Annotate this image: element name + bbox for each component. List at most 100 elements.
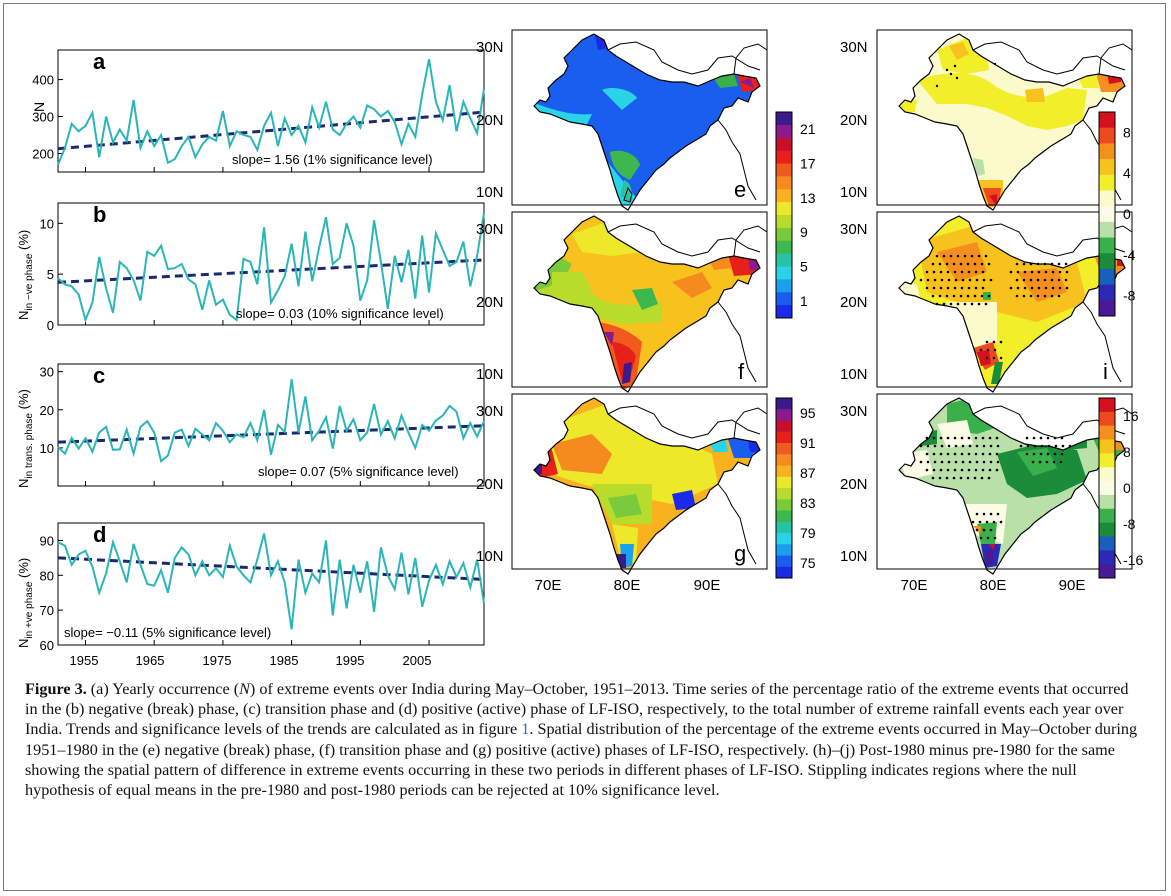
colorbar-label: -8 xyxy=(1123,516,1136,532)
stipple-dot xyxy=(988,452,992,456)
stipple-dot xyxy=(995,468,999,472)
colorbar-label: 5 xyxy=(800,259,808,275)
stipple-dot xyxy=(940,460,944,464)
stipple-dot xyxy=(939,468,943,472)
stipple-dot xyxy=(973,294,977,298)
stipple-dot xyxy=(1033,444,1037,448)
stipple-dot xyxy=(1045,460,1049,464)
stipple-dot xyxy=(935,254,939,258)
stipple-dot xyxy=(1029,278,1033,282)
colorbar-label: 91 xyxy=(800,435,816,451)
panel-a-trend-line xyxy=(57,110,485,151)
stipple-dot xyxy=(989,460,993,464)
stipple-dot xyxy=(940,444,944,448)
stipple-dot xyxy=(970,302,974,306)
stipple-dot xyxy=(954,278,958,282)
stipple-dot xyxy=(995,436,999,440)
stipple-dot xyxy=(1037,286,1041,290)
stipple-dot xyxy=(989,278,993,282)
colorbar-h-i: 8 4 0 -4 -8 xyxy=(1098,111,1136,317)
colorbar-swatch xyxy=(776,499,792,511)
stipple-dot xyxy=(966,262,970,266)
figure-caption: Figure 3. (a) Yearly occurrence (N) of e… xyxy=(25,679,1145,800)
panel-a-timeseries: a N 200 300 400 slope= 1.56 (1% significan… xyxy=(31,49,485,173)
panel-c-label: c xyxy=(93,363,105,388)
map-panel-h: h xyxy=(876,29,1133,211)
stipple-dot xyxy=(1016,286,1020,290)
stipple-dot xyxy=(1023,286,1027,290)
stipple-dot xyxy=(933,278,937,282)
stipple-dot xyxy=(933,460,937,464)
stipple-dot xyxy=(1029,294,1033,298)
y-tick-label: 300 xyxy=(32,110,54,125)
caption-figure-link[interactable]: 1 xyxy=(521,720,530,739)
colorbar-swatch xyxy=(776,150,792,164)
stipple-dot xyxy=(1019,444,1023,448)
stipple-dot xyxy=(1030,286,1034,290)
stipple-dot xyxy=(987,294,991,298)
stipple-dot xyxy=(1046,436,1050,440)
map-label-e: e xyxy=(734,177,746,202)
colorbar-swatch xyxy=(1099,190,1115,207)
stipple-dot xyxy=(993,536,997,540)
stipple-dot xyxy=(931,262,935,266)
stipple-dot xyxy=(979,536,983,540)
colorbar-swatch xyxy=(1099,268,1115,286)
colorbar-frame xyxy=(1098,397,1116,579)
stipple-dot xyxy=(945,294,949,298)
colorbar-swatch xyxy=(776,189,792,203)
stipple-dot xyxy=(1065,270,1069,274)
stipple-dot xyxy=(967,436,971,440)
stipple-dot xyxy=(982,278,986,282)
colorbar-swatch xyxy=(776,566,792,579)
colorbar-swatch xyxy=(1099,221,1115,239)
colorbar-swatch xyxy=(1099,174,1115,191)
stipple-dot xyxy=(1015,262,1019,266)
stipple-dot xyxy=(1016,270,1020,274)
stipple-dot xyxy=(946,468,950,472)
colorbar-swatch xyxy=(776,163,792,177)
colorbar-j: 16 8 0 -8 -16 xyxy=(1098,397,1143,579)
stipple-dot xyxy=(1057,294,1061,298)
stipple-dot xyxy=(1044,270,1048,274)
stipple-dot xyxy=(989,512,993,516)
colorbar-swatch xyxy=(776,292,792,306)
stipple-dot xyxy=(1032,452,1036,456)
colorbar-swatch xyxy=(1099,481,1115,496)
colorbar-swatch xyxy=(1099,398,1115,413)
stipple-dot xyxy=(1029,262,1033,266)
caption-italic-n: N xyxy=(239,680,250,698)
panel-b-series-line xyxy=(57,213,485,324)
stipple-dot xyxy=(1058,286,1062,290)
stipple-dot xyxy=(1060,452,1064,456)
stipple-dot xyxy=(975,444,979,448)
lat-label: 10N xyxy=(476,366,504,383)
stipple-dot xyxy=(959,262,963,266)
panel-c-series-line xyxy=(57,379,485,464)
stipple-dot xyxy=(1051,270,1055,274)
stipple-dot xyxy=(1038,460,1042,464)
stipple-dot xyxy=(993,348,997,352)
stipple-dot xyxy=(980,294,984,298)
lat-label: 20N xyxy=(476,476,504,493)
map-label-f: f xyxy=(738,359,745,384)
stipple-dot xyxy=(988,468,992,472)
stipple-dot xyxy=(966,294,970,298)
panel-b-frame xyxy=(57,202,485,326)
stipple-dot xyxy=(987,262,991,266)
colorbar-swatch xyxy=(776,227,792,242)
map-lon-labels: 70E 80E 90E 70E 80E 90E xyxy=(535,577,1086,594)
stipple-dot xyxy=(961,444,965,448)
panel-b-timeseries: b Nin −ve phase (%) 0 5 10 slope= 0.03 (10… xyxy=(16,202,485,333)
colorbar-swatch xyxy=(776,555,792,568)
stipple-dot xyxy=(992,340,996,344)
stipple-dot xyxy=(1052,460,1056,464)
stipple-dot xyxy=(982,444,986,448)
stipple-dot xyxy=(977,254,981,258)
stipple-dot xyxy=(938,262,942,266)
stipple-dot xyxy=(949,254,953,258)
lat-label: 10N xyxy=(476,184,504,201)
stipple-dot xyxy=(996,512,1000,516)
colorbar-swatch xyxy=(1099,206,1115,223)
stipple-dot xyxy=(975,512,979,516)
